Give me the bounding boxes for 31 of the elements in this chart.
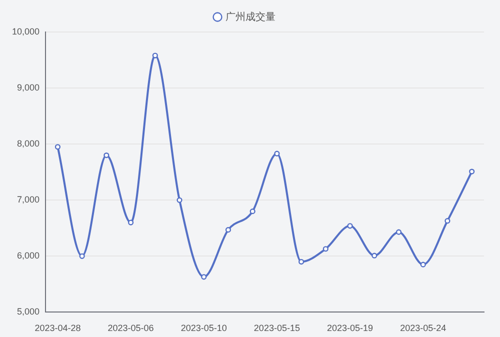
y-tick-label: 7,000 [16, 194, 40, 205]
point [420, 262, 426, 268]
point [444, 218, 450, 224]
point [54, 144, 61, 150]
y-tick-label: 6,000 [16, 250, 40, 261]
point [274, 150, 280, 156]
x-tick-label: 2023-05-24 [400, 323, 446, 334]
point [128, 220, 134, 226]
y-tick-label: 8,000 [16, 138, 40, 149]
y-tick-label: 9,000 [16, 82, 40, 93]
point [152, 52, 158, 58]
legend-label: 广州成交量 [226, 10, 276, 23]
x-tick-label: 2023-04-28 [34, 323, 81, 334]
y-tick-label: 10,000 [12, 26, 40, 36]
y-tick-label: 5,000 [16, 306, 40, 317]
point [79, 253, 85, 259]
point [201, 274, 207, 280]
point [372, 252, 378, 258]
x-tick-label: 2023-05-19 [327, 323, 374, 334]
point [104, 152, 110, 158]
point [176, 197, 182, 203]
point [250, 208, 256, 214]
x-tick-label: 2023-05-06 [108, 323, 154, 334]
point [322, 246, 328, 252]
point [347, 223, 353, 229]
point [298, 258, 304, 265]
point [469, 168, 475, 174]
point [396, 229, 402, 235]
x-tick-label: 2023-05-10 [180, 323, 227, 334]
point [225, 227, 232, 233]
x-tick-label: 2023-05-15 [254, 323, 300, 334]
